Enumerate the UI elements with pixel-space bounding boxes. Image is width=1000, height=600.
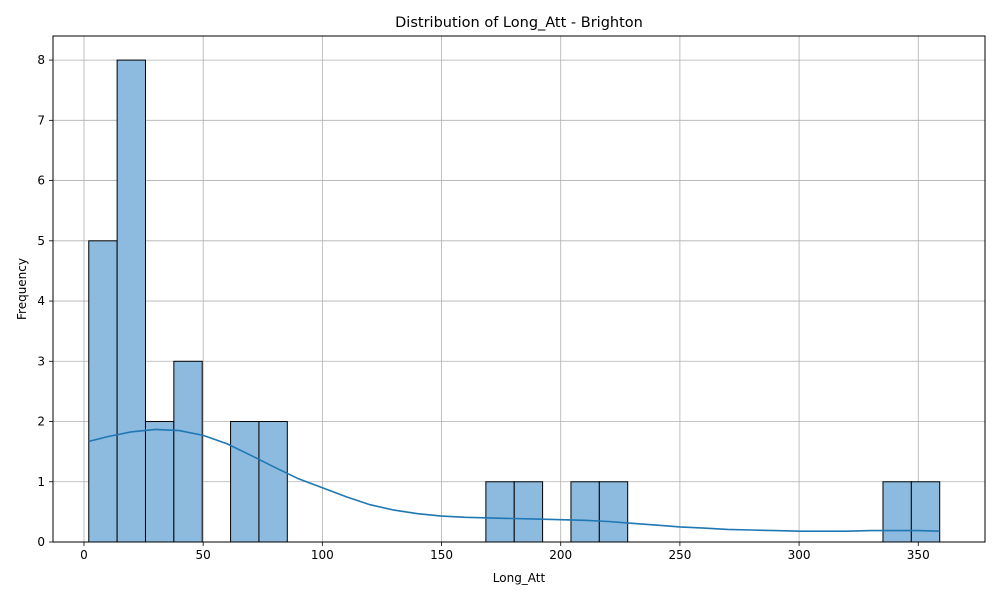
histogram-bar (598, 481, 629, 543)
x-tick-label: 0 (80, 548, 88, 562)
y-tick-label: 2 (37, 415, 45, 429)
histogram-bar (485, 481, 515, 543)
histogram-bar (116, 59, 146, 543)
plot-frame (52, 35, 986, 543)
grid-lines (53, 36, 985, 543)
y-axis-ticks: 0 1 2 3 4 5 6 7 8 (37, 53, 53, 549)
chart-title: Distribution of Long_Att - Brighton (395, 15, 643, 31)
y-tick-label: 0 (37, 535, 45, 549)
kde-line (88, 428, 940, 533)
histogram-bar (88, 240, 118, 543)
kde-curve (88, 428, 940, 533)
x-tick-label: 200 (549, 548, 572, 562)
x-tick-label: 150 (430, 548, 453, 562)
y-axis-label: Frequency (15, 258, 29, 320)
y-tick-label: 6 (37, 174, 45, 188)
y-tick-label: 8 (37, 53, 45, 67)
histogram-bar (882, 481, 912, 543)
y-tick-label: 4 (37, 294, 45, 308)
histogram-bar (570, 481, 600, 543)
x-tick-label: 100 (311, 548, 334, 562)
histogram-bar (230, 421, 260, 543)
x-tick-label: 50 (196, 548, 211, 562)
histogram-bar (144, 421, 175, 543)
y-tick-label: 3 (37, 354, 45, 368)
y-tick-label: 1 (37, 475, 45, 489)
y-tick-label: 5 (37, 234, 45, 248)
histogram-bar (910, 481, 941, 543)
x-axis-label: Long_Att (493, 571, 546, 585)
histogram-bar (258, 421, 288, 543)
x-tick-label: 300 (788, 548, 811, 562)
histogram-bar (513, 481, 544, 543)
x-tick-label: 350 (907, 548, 930, 562)
y-tick-label: 7 (37, 113, 45, 127)
histogram-bars (88, 59, 941, 543)
x-tick-label: 250 (668, 548, 691, 562)
x-axis-ticks: 0 50 100 150 200 250 300 350 (80, 542, 930, 562)
histogram-bar (173, 360, 203, 543)
